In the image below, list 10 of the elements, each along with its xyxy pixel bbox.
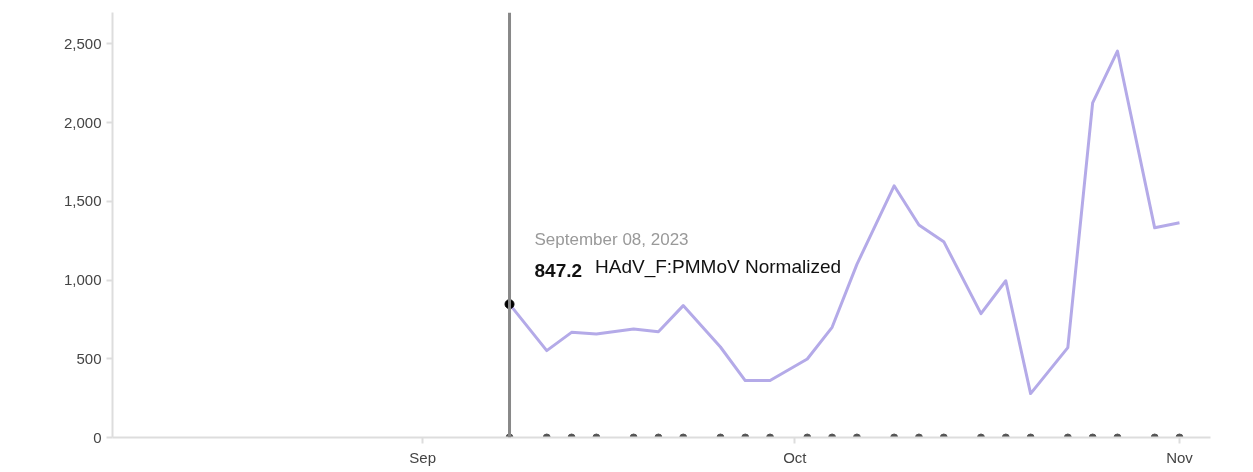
y-tick-label: 1,500: [63, 192, 102, 210]
x-tick-label: Oct: [783, 448, 808, 466]
y-tick-label: 0: [93, 428, 102, 446]
y-tick-label: 2,000: [63, 113, 102, 131]
x-tick-label: Nov: [1166, 448, 1194, 466]
x-tick-label: Sep: [409, 448, 437, 466]
y-tick-label: 2,500: [63, 34, 102, 52]
annotation: September 08, 2023 847.2 HAdV_F:PMMoV Normalized: [534, 230, 842, 282]
y-tick-label: 500: [76, 349, 102, 367]
y-tick-label: 1,000: [63, 271, 102, 289]
